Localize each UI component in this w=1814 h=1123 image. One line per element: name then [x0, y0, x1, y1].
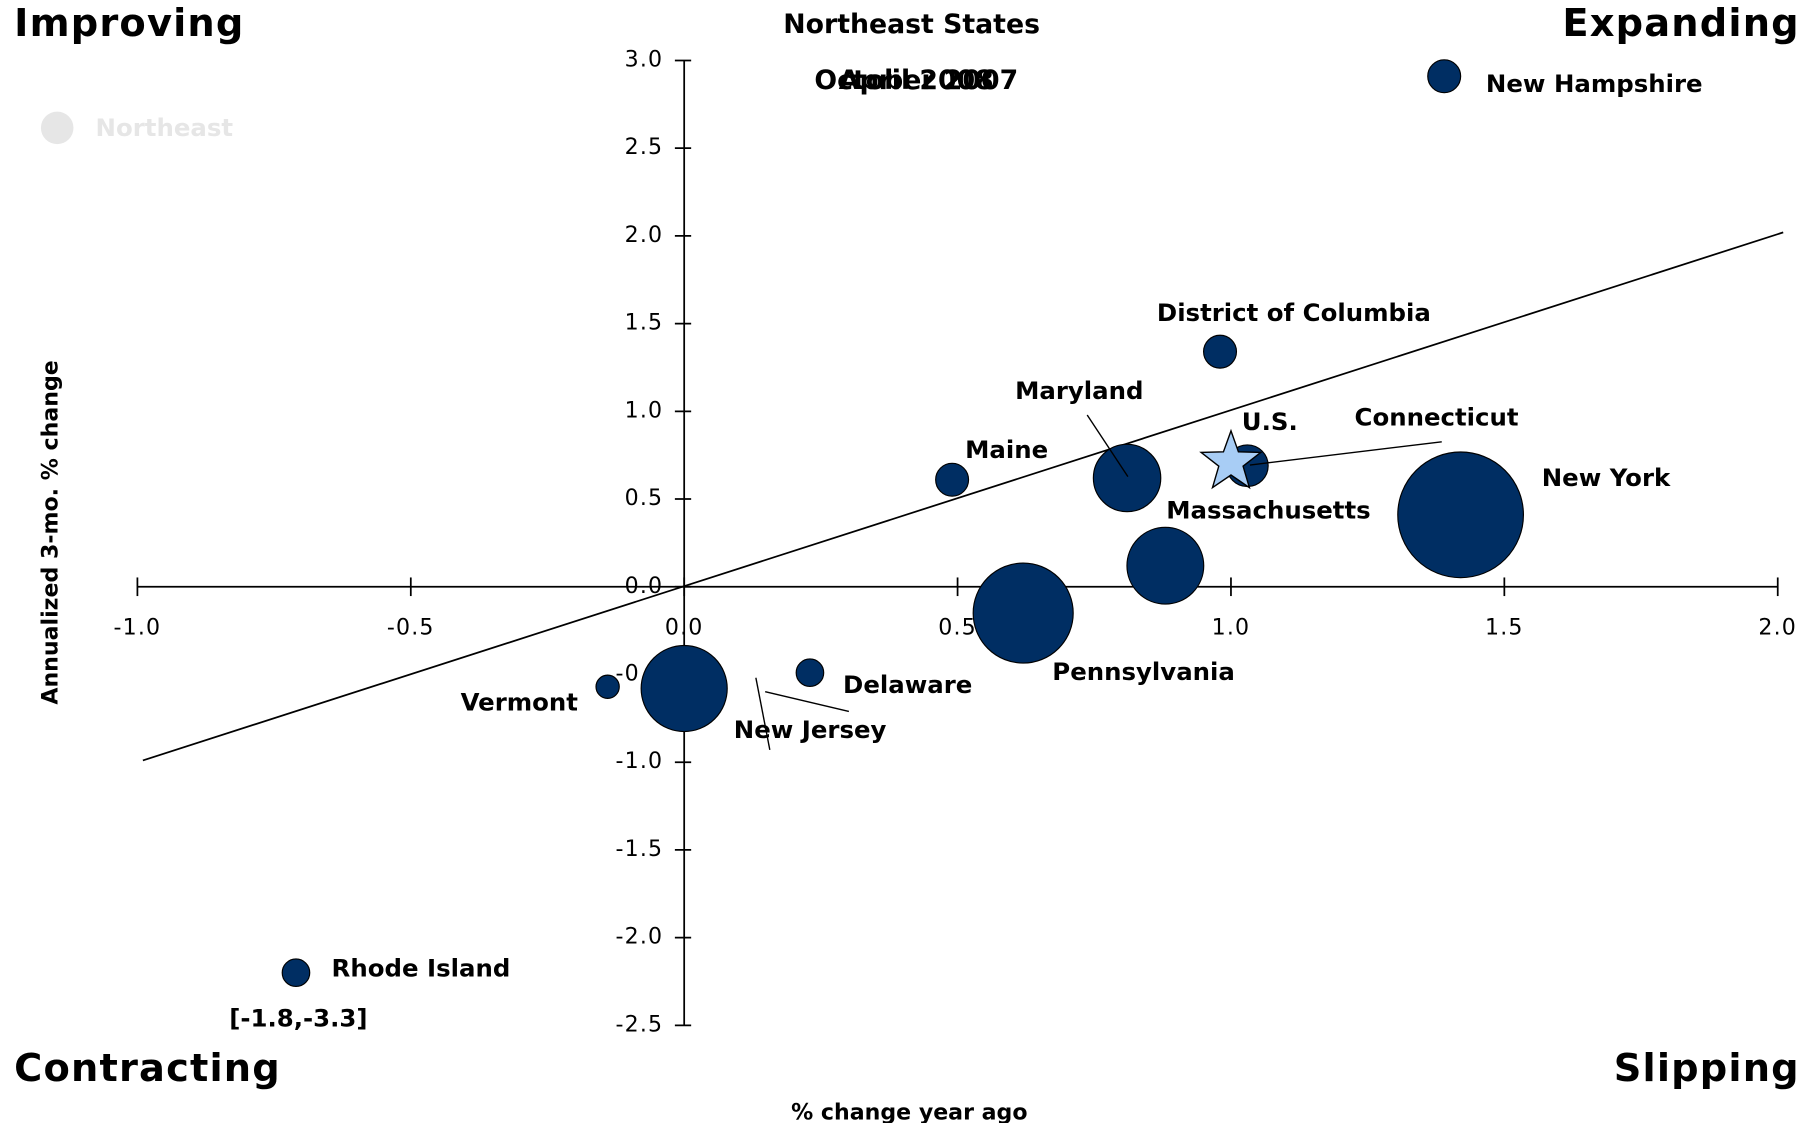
point-label: New Hampshire — [1486, 69, 1703, 98]
point-label: Connecticut — [1355, 403, 1519, 432]
x-tick-label: 0.0 — [665, 616, 704, 641]
x-tick-label: 2.0 — [1758, 616, 1797, 641]
bubble — [281, 958, 311, 988]
y-tick-label: 1.0 — [625, 398, 664, 423]
y-tick-label: -2.5 — [616, 1012, 664, 1037]
y-tick-label: 2.0 — [625, 223, 664, 248]
bubble — [1397, 451, 1525, 579]
point-label: Pennsylvania — [1052, 657, 1235, 686]
y-tick-label: -2.0 — [616, 925, 664, 950]
bubble — [640, 644, 728, 733]
x-tick-label: 1.5 — [1485, 616, 1524, 641]
y-axis-label: Annualized 3-mo. % change — [38, 360, 63, 704]
point-label: Maryland — [1015, 376, 1143, 405]
trend-line — [142, 231, 1784, 762]
point-label: New Jersey — [734, 715, 887, 744]
leader-line — [1086, 414, 1129, 478]
y-tick-label: -1.5 — [616, 837, 664, 862]
reference-star — [1199, 428, 1263, 490]
bubble — [935, 462, 970, 497]
leader-line — [1249, 441, 1442, 466]
reference-label: U.S. — [1242, 407, 1298, 436]
x-tick-label: 0.5 — [938, 616, 977, 641]
x-tick-label: -1.0 — [114, 616, 162, 641]
point-label: Maine — [965, 435, 1048, 464]
chart-title: Northeast States — [783, 9, 1040, 40]
x-axis-label: % change year ago — [791, 1101, 1027, 1123]
quadrant-label: Slipping — [1614, 1046, 1800, 1091]
point-label: New York — [1542, 463, 1671, 492]
point-label: Massachusetts — [1166, 496, 1370, 525]
chart-subtitle: April 2008 — [839, 65, 994, 96]
x-tick-label: 1.0 — [1212, 616, 1251, 641]
y-tick-label: 2.5 — [625, 135, 664, 160]
chart-subtitle: October 2007 — [814, 65, 1018, 96]
bubble — [795, 658, 825, 688]
quadrant-label: Improving — [14, 1, 244, 46]
quadrant-label: Contracting — [14, 1046, 281, 1091]
bubble — [1126, 526, 1205, 605]
leader-line — [755, 677, 771, 750]
y-tick-label: 3.0 — [625, 47, 664, 72]
legend-marker — [40, 111, 74, 145]
annotation: [-1.8,-3.3] — [229, 1004, 367, 1033]
quadrant-label: Expanding — [1562, 1, 1799, 46]
y-tick-label: 1.5 — [625, 311, 664, 336]
point-label: Vermont — [461, 687, 579, 716]
bubble — [595, 674, 620, 699]
bubble — [1202, 334, 1238, 369]
point-label: Rhode Island — [332, 954, 511, 983]
bubble — [1092, 443, 1162, 513]
bubble — [1427, 59, 1462, 94]
legend-label: Northeast — [96, 113, 234, 142]
x-tick-label: -0.5 — [387, 616, 435, 641]
leader-line — [765, 691, 850, 713]
point-label: Delaware — [843, 670, 972, 699]
y-tick-label: 0.5 — [625, 486, 664, 511]
y-tick-label: -1.0 — [616, 749, 664, 774]
bubble — [972, 562, 1074, 664]
point-label: District of Columbia — [1157, 298, 1431, 327]
